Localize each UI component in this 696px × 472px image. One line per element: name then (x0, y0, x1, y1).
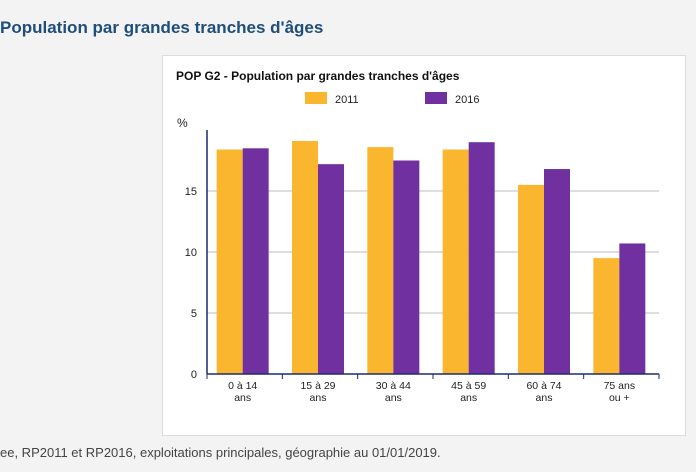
chart-legend: 2011 2016 (305, 92, 479, 106)
bar-2011-5 (593, 258, 620, 374)
axes (206, 130, 660, 379)
x-category-label: 45 à 59 ans (451, 380, 486, 404)
x-category-label: 15 à 29 ans (300, 380, 335, 404)
source-note: ee, RP2011 et RP2016, exploitations prin… (0, 445, 441, 460)
legend-label-2011: 2011 (335, 94, 359, 106)
bar-2016-1 (318, 164, 344, 374)
y-tick-label: 10 (185, 247, 197, 259)
bar-2016-0 (242, 148, 269, 374)
chart-card: POP G2 - Population par grandes tranches… (162, 55, 686, 436)
y-tick-label: 15 (185, 186, 197, 198)
chart-title: POP G2 - Population par grandes tranches… (176, 69, 460, 83)
bar-2011-3 (442, 149, 469, 374)
bar-chart: POP G2 - Population par grandes tranches… (176, 69, 660, 404)
bar-2011-0 (216, 149, 243, 374)
bar-2016-2 (393, 160, 420, 374)
y-ticks: 0 5 10 15 (185, 186, 197, 381)
x-category-label: 30 à 44 ans (376, 380, 411, 404)
gridlines (207, 190, 659, 314)
page-title: Population par grandes tranches d'âges (0, 18, 324, 37)
y-tick-label: 5 (191, 308, 197, 320)
y-tick-label: 0 (191, 369, 197, 381)
x-categories: 0 à 14 ans 15 à 29 ans 30 à 44 ans 45 à 59 ans 6… (228, 380, 635, 404)
legend-swatch-2011 (305, 92, 327, 104)
legend-swatch-2016 (425, 92, 447, 104)
bar-2011-2 (367, 147, 394, 374)
bar-2011-1 (292, 140, 318, 374)
legend-label-2016: 2016 (455, 94, 479, 106)
y-axis-unit: % (177, 116, 188, 130)
x-category-label: 75 ans ou + (604, 380, 636, 404)
bar-2011-4 (518, 184, 544, 374)
bar-2016-5 (619, 243, 646, 374)
bar-2016-4 (544, 169, 570, 374)
bars (216, 140, 646, 374)
x-category-label: 0 à 14 ans (228, 380, 257, 404)
x-category-label: 60 à 74 ans (526, 380, 561, 404)
bar-2016-3 (468, 142, 495, 374)
